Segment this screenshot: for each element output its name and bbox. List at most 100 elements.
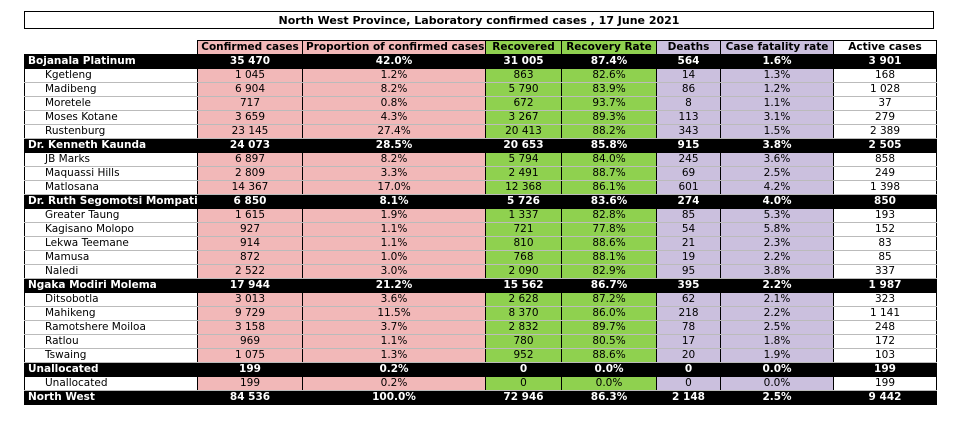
area-name-cell: Dr. Kenneth Kaunda (24, 138, 198, 153)
proportion-cell: 1.3% (302, 348, 486, 363)
confirmed-cases-cell: 927 (197, 222, 303, 237)
district-row: Dr. Ruth Segomotsi Mompati 6 850 8.1% 5 726… (24, 194, 937, 209)
active-cases-cell: 337 (833, 264, 937, 279)
recovery-rate-cell: 86.1% (561, 180, 657, 195)
recovery-rate-cell: 88.6% (561, 348, 657, 363)
municipality-row: Madibeng 6 904 8.2% 5 790 83.9% 86 1.2% 1 028 (24, 82, 937, 97)
municipality-row: Moretele 717 0.8% 672 93.7% 8 1.1% 37 (24, 96, 937, 111)
deaths-cell: 915 (656, 138, 721, 153)
active-cases-cell: 858 (833, 152, 937, 167)
area-name-cell: Lekwa Teemane (24, 236, 198, 251)
deaths-cell: 601 (656, 180, 721, 195)
confirmed-cases-cell: 6 904 (197, 82, 303, 97)
area-name-cell: Moses Kotane (24, 110, 198, 125)
proportion-cell: 3.3% (302, 166, 486, 181)
case-fatality-rate-cell: 2.2% (720, 250, 834, 265)
active-cases-cell: 193 (833, 208, 937, 223)
recovery-rate-cell: 82.8% (561, 208, 657, 223)
header-row: Confirmed cases Proportion of confirmed … (24, 40, 937, 55)
proportion-cell: 0.8% (302, 96, 486, 111)
active-cases-cell: 1 141 (833, 306, 937, 321)
active-cases-cell: 248 (833, 320, 937, 335)
recovery-rate-cell: 88.1% (561, 250, 657, 265)
confirmed-cases-cell: 2 809 (197, 166, 303, 181)
recovered-cell: 672 (485, 96, 562, 111)
area-name-cell: Unallocated (24, 376, 198, 391)
recovery-rate-cell: 87.2% (561, 292, 657, 307)
recovered-cell: 2 628 (485, 292, 562, 307)
case-fatality-rate-cell: 3.6% (720, 152, 834, 167)
active-cases-cell: 172 (833, 334, 937, 349)
case-fatality-rate-cell: 3.1% (720, 110, 834, 125)
deaths-cell: 21 (656, 236, 721, 251)
deaths-cell: 14 (656, 68, 721, 83)
header-proportion: Proportion of confirmed cases (302, 40, 486, 55)
case-fatality-rate-cell: 1.5% (720, 124, 834, 139)
table-body: Bojanala Platinum 35 470 42.0% 31 005 87.4% 5… (24, 54, 937, 405)
confirmed-cases-cell: 199 (197, 376, 303, 391)
confirmed-cases-cell: 969 (197, 334, 303, 349)
area-name-cell: Rustenburg (24, 124, 198, 139)
municipality-row: Matlosana 14 367 17.0% 12 368 86.1% 601 4.2% 1 … (24, 180, 937, 195)
header-recovery-rate: Recovery Rate (561, 40, 657, 55)
confirmed-cases-cell: 2 522 (197, 264, 303, 279)
deaths-cell: 395 (656, 278, 721, 293)
recovery-rate-cell: 88.2% (561, 124, 657, 139)
area-name-cell: Madibeng (24, 82, 198, 97)
recovery-rate-cell: 83.6% (561, 194, 657, 209)
proportion-cell: 0.2% (302, 376, 486, 391)
deaths-cell: 343 (656, 124, 721, 139)
confirmed-cases-cell: 6 850 (197, 194, 303, 209)
municipality-row: Lekwa Teemane 914 1.1% 810 88.6% 21 2.3% 83 (24, 236, 937, 251)
deaths-cell: 20 (656, 348, 721, 363)
case-fatality-rate-cell: 4.0% (720, 194, 834, 209)
case-fatality-rate-cell: 2.5% (720, 390, 834, 405)
active-cases-cell: 85 (833, 250, 937, 265)
recovered-cell: 2 090 (485, 264, 562, 279)
proportion-cell: 42.0% (302, 54, 486, 69)
proportion-cell: 28.5% (302, 138, 486, 153)
confirmed-cases-cell: 84 536 (197, 390, 303, 405)
proportion-cell: 8.2% (302, 152, 486, 167)
municipality-row: Rustenburg 23 145 27.4% 20 413 88.2% 343 1.5% 2… (24, 124, 937, 139)
active-cases-cell: 103 (833, 348, 937, 363)
proportion-cell: 21.2% (302, 278, 486, 293)
confirmed-cases-cell: 23 145 (197, 124, 303, 139)
case-fatality-rate-cell: 0.0% (720, 376, 834, 391)
proportion-cell: 100.0% (302, 390, 486, 405)
proportion-cell: 3.6% (302, 292, 486, 307)
area-name-cell: Dr. Ruth Segomotsi Mompati (24, 194, 198, 209)
municipality-row: Ramotshere Moiloa 3 158 3.7% 2 832 89.7% 78 2.… (24, 320, 937, 335)
proportion-cell: 1.1% (302, 222, 486, 237)
active-cases-cell: 2 389 (833, 124, 937, 139)
deaths-cell: 2 148 (656, 390, 721, 405)
deaths-cell: 86 (656, 82, 721, 97)
active-cases-cell: 168 (833, 68, 937, 83)
confirmed-cases-cell: 1 045 (197, 68, 303, 83)
confirmed-cases-cell: 3 158 (197, 320, 303, 335)
header-blank (24, 40, 198, 55)
area-name-cell: Moretele (24, 96, 198, 111)
active-cases-cell: 1 398 (833, 180, 937, 195)
recovered-cell: 1 337 (485, 208, 562, 223)
cases-table: Confirmed cases Proportion of confirmed … (24, 40, 937, 405)
area-name-cell: Unallocated (24, 362, 198, 377)
case-fatality-rate-cell: 2.5% (720, 166, 834, 181)
recovered-cell: 8 370 (485, 306, 562, 321)
active-cases-cell: 279 (833, 110, 937, 125)
proportion-cell: 8.1% (302, 194, 486, 209)
case-fatality-rate-cell: 0.0% (720, 362, 834, 377)
active-cases-cell: 249 (833, 166, 937, 181)
recovery-rate-cell: 0.0% (561, 362, 657, 377)
area-name-cell: Naledi (24, 264, 198, 279)
confirmed-cases-cell: 199 (197, 362, 303, 377)
proportion-cell: 1.9% (302, 208, 486, 223)
recovery-rate-cell: 88.7% (561, 166, 657, 181)
deaths-cell: 17 (656, 334, 721, 349)
active-cases-cell: 850 (833, 194, 937, 209)
proportion-cell: 0.2% (302, 362, 486, 377)
active-cases-cell: 199 (833, 376, 937, 391)
area-name-cell: JB Marks (24, 152, 198, 167)
case-fatality-rate-cell: 4.2% (720, 180, 834, 195)
deaths-cell: 85 (656, 208, 721, 223)
